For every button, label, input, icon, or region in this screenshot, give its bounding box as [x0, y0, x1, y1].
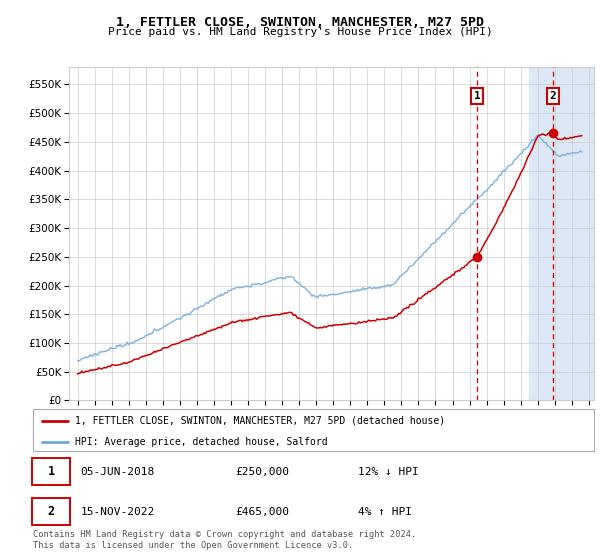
FancyBboxPatch shape — [33, 409, 594, 451]
Text: 2: 2 — [550, 91, 556, 101]
Text: 12% ↓ HPI: 12% ↓ HPI — [358, 466, 419, 477]
Text: 1: 1 — [473, 91, 480, 101]
Text: £465,000: £465,000 — [235, 507, 289, 517]
Bar — [529, 67, 600, 400]
Text: 05-JUN-2018: 05-JUN-2018 — [80, 466, 155, 477]
FancyBboxPatch shape — [32, 498, 70, 525]
Text: 2: 2 — [47, 505, 55, 518]
Text: Contains HM Land Registry data © Crown copyright and database right 2024.
This d: Contains HM Land Registry data © Crown c… — [33, 530, 416, 550]
Text: Price paid vs. HM Land Registry's House Price Index (HPI): Price paid vs. HM Land Registry's House … — [107, 27, 493, 37]
Text: 15-NOV-2022: 15-NOV-2022 — [80, 507, 155, 517]
Text: 4% ↑ HPI: 4% ↑ HPI — [358, 507, 412, 517]
Text: HPI: Average price, detached house, Salford: HPI: Average price, detached house, Salf… — [75, 437, 328, 446]
FancyBboxPatch shape — [32, 458, 70, 485]
Text: 1, FETTLER CLOSE, SWINTON, MANCHESTER, M27 5PD (detached house): 1, FETTLER CLOSE, SWINTON, MANCHESTER, M… — [75, 416, 445, 426]
Text: £250,000: £250,000 — [235, 466, 289, 477]
Text: 1, FETTLER CLOSE, SWINTON, MANCHESTER, M27 5PD: 1, FETTLER CLOSE, SWINTON, MANCHESTER, M… — [116, 16, 484, 29]
Text: 1: 1 — [47, 465, 55, 478]
